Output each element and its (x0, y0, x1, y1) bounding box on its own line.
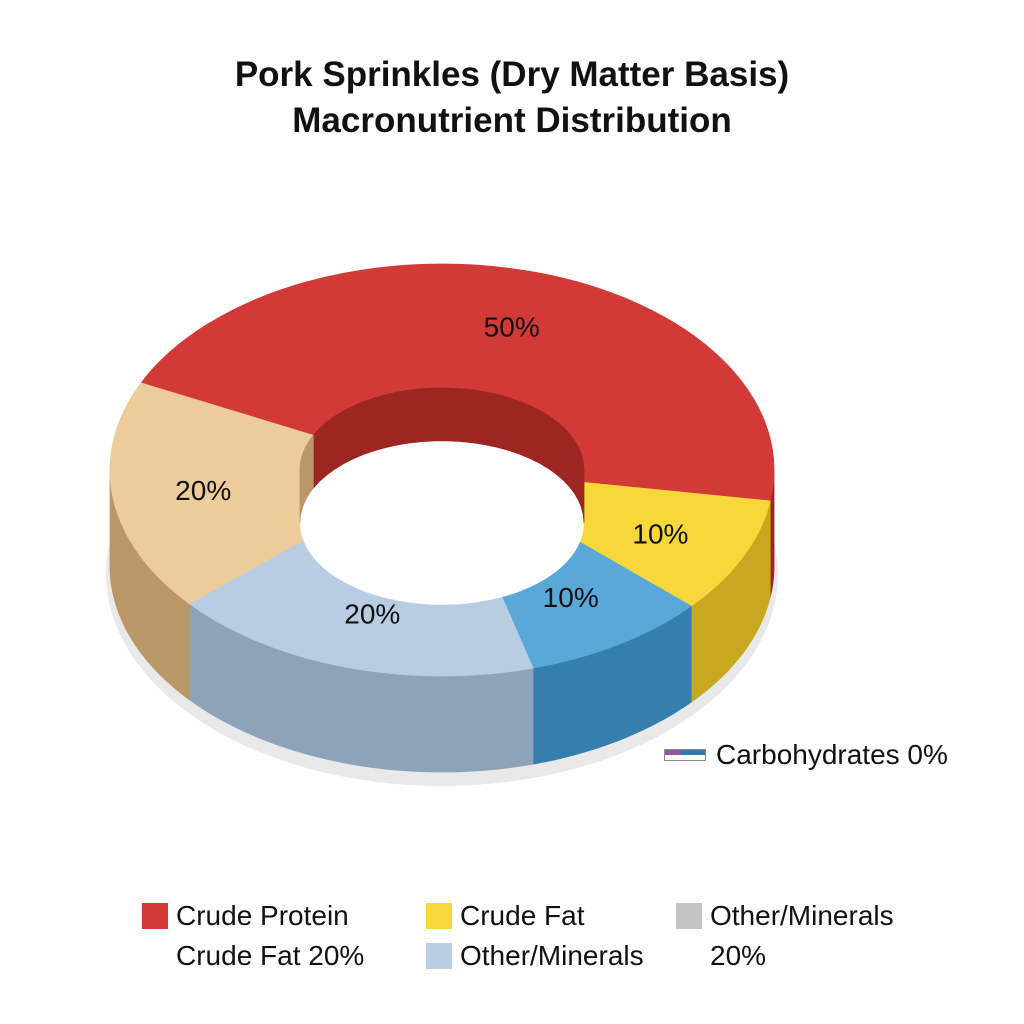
slice-label: 20% (175, 475, 231, 506)
carbohydrates-swatch-right (681, 750, 705, 755)
slice-inner-wall (312, 387, 585, 523)
donut-hole-floor (306, 444, 578, 601)
chart-title-line-1: Pork Sprinkles (Dry Matter Basis) (234, 55, 790, 94)
slice-label: 20% (344, 599, 400, 630)
chart-title-line-2: Macronutrient Distribution (292, 101, 732, 140)
slice-inner-wall (299, 434, 314, 523)
slice-label: 10% (543, 582, 599, 613)
chart-title: Pork Sprinkles (Dry Matter Basis) Macron… (0, 52, 1024, 144)
carbohydrates-swatch (664, 749, 706, 761)
carbohydrates-swatch-left (665, 750, 681, 755)
slice-label: 10% (632, 518, 688, 549)
carbohydrates-callout: Carbohydrates 0% (664, 735, 948, 775)
slice-label: 50% (484, 311, 540, 342)
carbohydrates-callout-text: Carbohydrates 0% (716, 739, 948, 770)
